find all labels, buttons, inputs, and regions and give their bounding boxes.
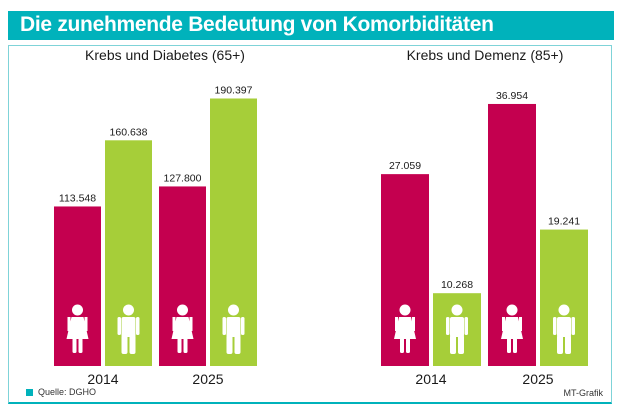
data-label: 27.059	[389, 160, 421, 172]
data-label: 36.954	[496, 90, 528, 102]
bar-demenz-2025	[540, 229, 588, 366]
year-label: 2014	[415, 371, 446, 387]
chart-frame	[8, 45, 612, 404]
male-figure-icon	[117, 304, 140, 354]
header-banner: Die zunehmende Bedeutung von Komorbiditä…	[8, 11, 614, 40]
bar-krebs-2014	[54, 206, 101, 366]
data-label: 113.548	[59, 192, 96, 204]
source-swatch	[26, 388, 33, 396]
data-label: 190.397	[215, 84, 253, 96]
female-figure-icon	[501, 304, 523, 353]
chart-title: Die zunehmende Bedeutung von Komorbiditä…	[20, 13, 494, 36]
year-label: 2025	[192, 371, 223, 387]
chart-dementia: 27.059 10.268 2014 36.954 19.241 2025	[381, 90, 588, 387]
data-label: 160.638	[110, 126, 148, 138]
right-chart-title: Krebs und Demenz (85+)	[406, 47, 564, 63]
male-figure-icon	[553, 304, 575, 354]
data-label: 19.241	[548, 216, 580, 228]
credit-label: MT-Grafik	[563, 388, 604, 398]
source-legend: Quelle: DGHO	[26, 387, 96, 397]
male-figure-icon	[222, 304, 245, 354]
female-figure-icon	[171, 304, 194, 353]
data-label: 127.800	[164, 172, 202, 184]
male-figure-icon	[446, 304, 468, 354]
bar-krebs-2025	[159, 186, 206, 366]
source-label: Quelle: DGHO	[38, 387, 97, 397]
female-figure-icon	[66, 304, 89, 353]
chart-diabetes: 113.548 160.638 2014 127.800 190.397 2025	[54, 84, 257, 387]
year-label: 2025	[522, 371, 553, 387]
year-label: 2014	[87, 371, 118, 387]
left-chart-title: Krebs und Diabetes (65+)	[85, 47, 245, 63]
female-figure-icon	[394, 304, 416, 353]
data-label: 10.268	[441, 279, 473, 291]
